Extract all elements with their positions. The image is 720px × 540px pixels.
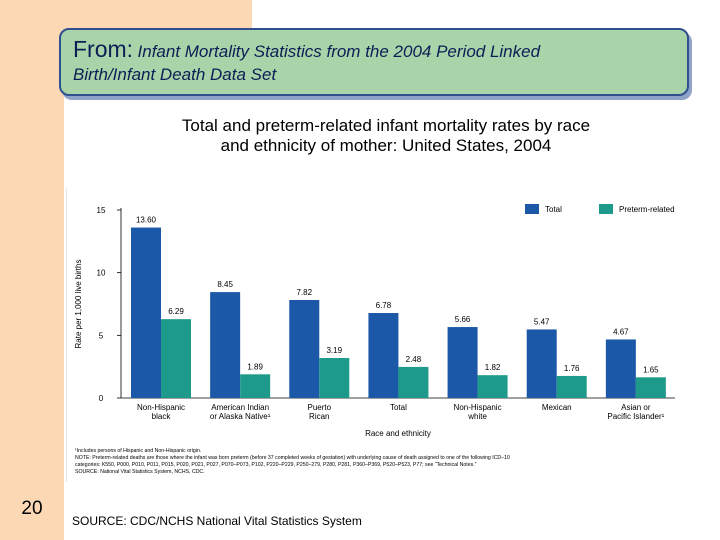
footnote: NOTE: Preterm-related deaths are those w… (75, 455, 510, 461)
x-tick-label: white (467, 412, 487, 421)
bar-total (526, 329, 557, 398)
chart-title-line-2: and ethnicity of mother: United States, … (220, 136, 552, 155)
bar-chart: 0 5 10 15 Rate per 1,000 live births 13.60 6.2… (74, 204, 675, 475)
footnote: categories: K550, P000, P010, P011, P015… (75, 462, 477, 468)
source-banner: From: Infant Mortality Statistics from t… (59, 28, 689, 96)
x-tick-label: Rican (309, 412, 329, 421)
bar-total (368, 313, 399, 398)
bar-preterm (635, 377, 666, 398)
chart-title-line-1: Total and preterm-related infant mortali… (181, 116, 591, 135)
bar-total (289, 299, 320, 398)
slide-number: 20 (21, 498, 43, 519)
x-tick-label: Pacific Islander¹ (607, 412, 664, 421)
x-tick-label: American Indian (211, 403, 269, 412)
y-axis-label: Rate per 1,000 live births (74, 260, 83, 349)
data-label: 4.67 (613, 327, 629, 336)
legend-entry: Total (545, 205, 562, 214)
y-tick-label: 15 (97, 206, 106, 215)
bar-preterm (556, 375, 587, 398)
bar-preterm (477, 375, 508, 398)
y-tick-label: 5 (99, 331, 104, 340)
data-label: 1.89 (247, 362, 263, 371)
bar-total (210, 292, 241, 398)
data-label: 3.19 (326, 346, 342, 355)
chart-panel: 0 5 10 15 Rate per 1,000 live births 13.60 6.2… (66, 188, 709, 482)
banner-title-line-1: Infant Mortality Statistics from the 200… (137, 42, 541, 61)
bar-preterm (319, 358, 350, 398)
bar-preterm (161, 319, 191, 398)
legend-swatch (525, 204, 539, 214)
bar-total (605, 339, 636, 398)
left-decorative-band (0, 0, 64, 540)
x-tick-label: or Alaska Native¹ (210, 412, 271, 421)
chart-title: Total and preterm-related infant mortali… (66, 116, 706, 156)
bar-preterm (398, 366, 429, 398)
data-label: 1.65 (643, 365, 659, 374)
x-tick-label: Total (390, 403, 407, 412)
bar-total (447, 327, 478, 398)
data-label: 2.48 (406, 355, 422, 364)
x-tick-label: Non-Hispanic (454, 403, 502, 412)
slide-source: SOURCE: CDC/NCHS National Vital Statisti… (72, 514, 362, 528)
data-label: 5.66 (455, 315, 471, 324)
x-tick-label: Non-Hispanic (137, 403, 185, 412)
banner-title-line-2: Birth/Infant Death Data Set (73, 65, 277, 84)
footnote: ¹Includes persons of Hispanic and Non-Hi… (75, 448, 201, 454)
x-tick-label: Mexican (542, 403, 572, 412)
banner-from-label: From: (73, 36, 134, 62)
data-label: 13.60 (136, 216, 157, 225)
y-tick-label: 10 (97, 269, 106, 278)
data-label: 8.45 (217, 280, 233, 289)
banner-line-1: From: Infant Mortality Statistics from t… (73, 36, 675, 63)
footnote: SOURCE: National Vital Statistics System… (75, 469, 205, 475)
x-tick-label: Asian or (621, 403, 651, 412)
data-label: 6.78 (376, 301, 392, 310)
y-tick-label: 0 (99, 394, 104, 403)
top-decorative-band (64, 0, 252, 30)
bar-total (131, 227, 161, 398)
data-label: 7.82 (296, 288, 312, 297)
bar-preterm (240, 374, 271, 398)
legend-swatch (599, 204, 613, 214)
x-axis-label: Race and ethnicity (365, 429, 431, 438)
legend-entry: Preterm-related (619, 205, 675, 214)
x-tick-label: black (152, 412, 172, 421)
data-label: 6.29 (168, 307, 184, 316)
data-label: 1.82 (485, 363, 501, 372)
data-label: 5.47 (534, 317, 550, 326)
data-label: 1.76 (564, 364, 580, 373)
x-tick-label: Puerto (307, 403, 331, 412)
